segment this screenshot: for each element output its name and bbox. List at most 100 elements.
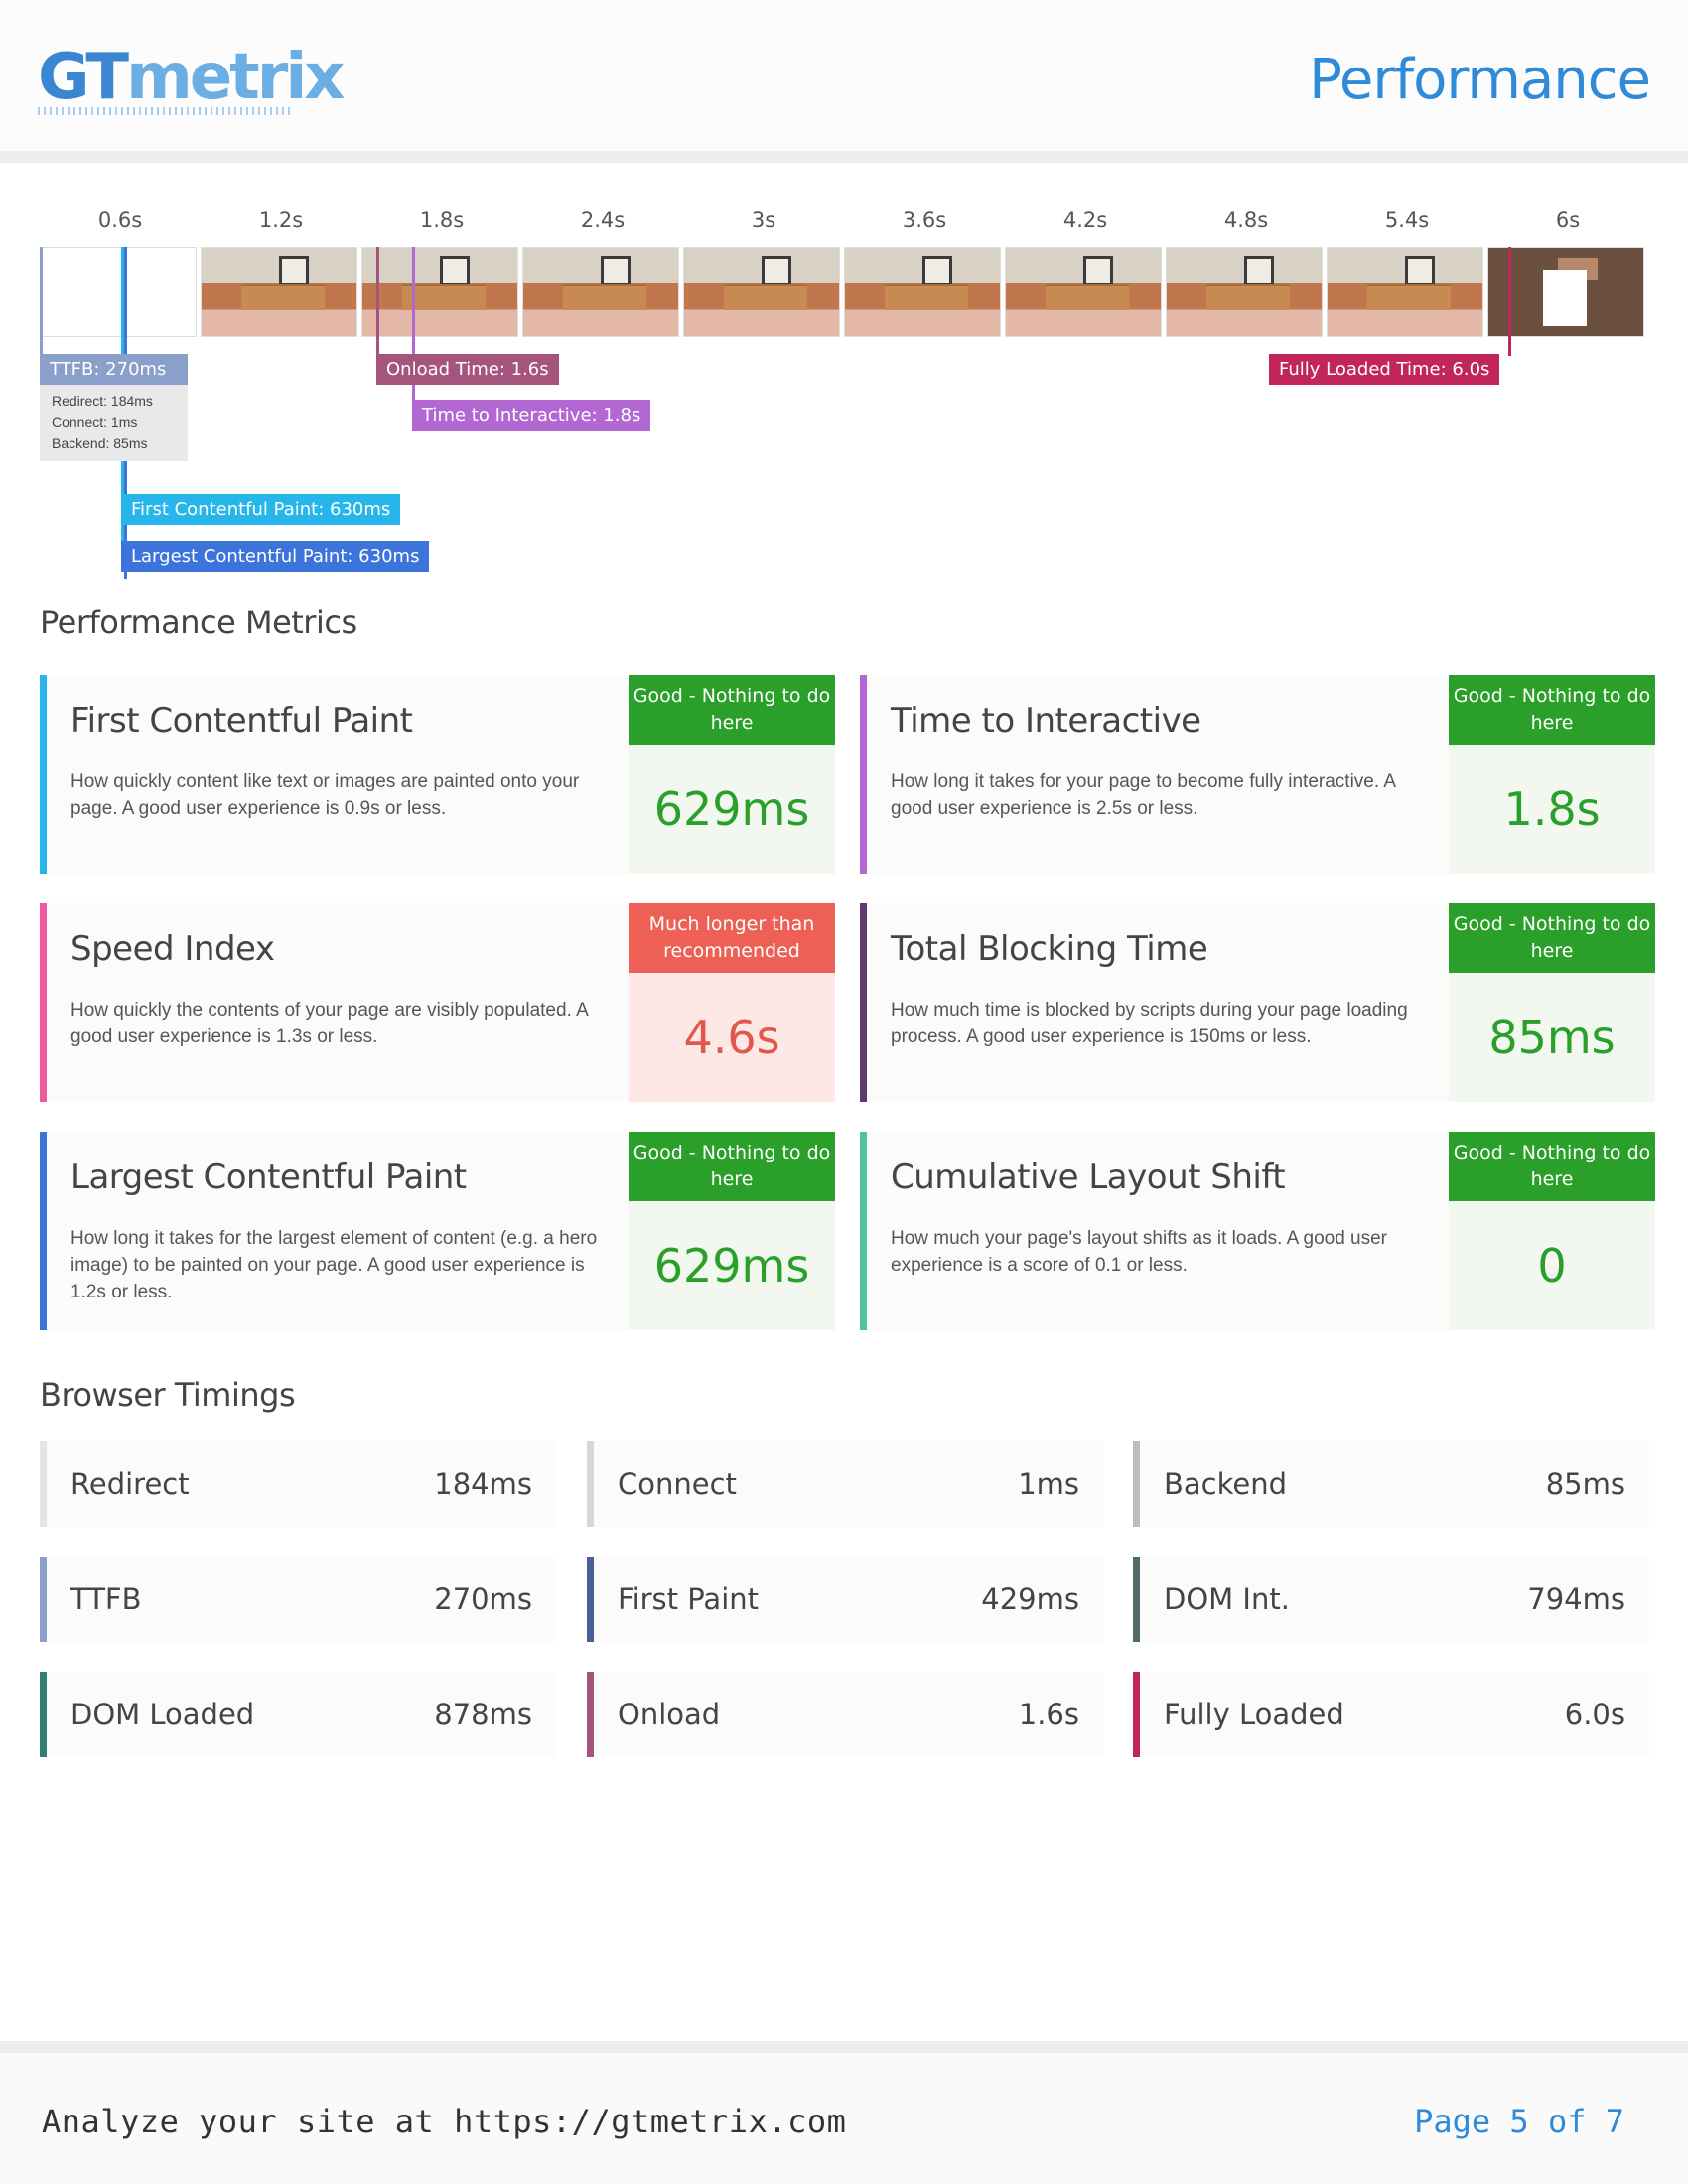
fully-loaded-marker-line <box>1508 247 1511 356</box>
timing-name: Connect <box>618 1467 737 1501</box>
onload-tag: Onload Time: 1.6s <box>376 354 559 385</box>
timing-card: DOM Int. 794ms <box>1133 1557 1649 1642</box>
frame-picture-shape <box>601 256 631 286</box>
metric-status-badge: Good - Nothing to do here <box>629 1132 835 1201</box>
timeline-tick: 1.8s <box>419 208 465 232</box>
timing-card: Backend 85ms <box>1133 1441 1649 1527</box>
analyze-link[interactable]: Analyze your site at https://gtmetrix.co… <box>42 2103 847 2140</box>
ttfb-backend-line: Backend: 85ms <box>52 435 148 451</box>
frame-picture-shape <box>1244 256 1274 286</box>
metric-value: 85ms <box>1449 973 1655 1102</box>
frame-dresser-shape <box>1367 284 1451 310</box>
metric-name: First Contentful Paint <box>70 701 413 741</box>
frame-dresser-shape <box>724 284 807 310</box>
tti-marker-line <box>412 247 415 403</box>
page-title: Performance <box>1309 48 1651 112</box>
timing-card: Fully Loaded 6.0s <box>1133 1672 1649 1757</box>
filmstrip-frame[interactable] <box>844 247 1001 337</box>
timeline-tick: 3s <box>751 208 776 232</box>
timing-name: Fully Loaded <box>1164 1698 1344 1731</box>
timing-name: Backend <box>1164 1467 1288 1501</box>
timing-name: TTFB <box>70 1582 142 1616</box>
metric-value: 629ms <box>629 745 835 874</box>
filmstrip-frame[interactable] <box>1327 247 1483 337</box>
frame-picture-shape <box>1083 256 1113 286</box>
metric-status-badge: Much longer than recommended <box>629 903 835 973</box>
timeline-tick: 4.2s <box>1062 208 1108 232</box>
frame-picture-shape <box>440 256 470 286</box>
timing-value: 794ms <box>1527 1582 1625 1616</box>
browser-timings-heading: Browser Timings <box>40 1376 296 1414</box>
timing-name: First Paint <box>618 1582 760 1616</box>
metric-status-badge: Good - Nothing to do here <box>1449 903 1655 973</box>
ttfb-breakdown: Redirect: 184ms Connect: 1ms Backend: 85… <box>40 385 188 461</box>
timeline-tick: 6s <box>1555 208 1581 232</box>
metric-name: Time to Interactive <box>891 701 1201 741</box>
metric-name: Speed Index <box>70 929 275 969</box>
page-header: GTmetrix Performance <box>0 0 1688 163</box>
frame-dresser-shape <box>1206 284 1290 310</box>
timing-value: 85ms <box>1545 1467 1625 1501</box>
frame-popup-block <box>1543 270 1587 326</box>
metric-value: 1.8s <box>1449 745 1655 874</box>
filmstrip-frame[interactable] <box>40 247 197 337</box>
ttfb-redirect-line: Redirect: 184ms <box>52 393 153 409</box>
metric-description: How quickly content like text or images … <box>70 771 580 819</box>
filmstrip-frame[interactable] <box>1005 247 1162 337</box>
ttfb-marker-line <box>40 247 43 356</box>
timing-value: 270ms <box>434 1582 532 1616</box>
timing-value: 1.6s <box>1018 1698 1079 1731</box>
gtmetrix-logo[interactable]: GTmetrix <box>38 38 346 117</box>
timing-card: Connect 1ms <box>587 1441 1103 1527</box>
timing-name: DOM Int. <box>1164 1582 1290 1616</box>
metric-name: Largest Contentful Paint <box>70 1158 467 1197</box>
ttfb-tag: TTFB: 270ms <box>40 354 188 385</box>
timing-value: 6.0s <box>1564 1698 1625 1731</box>
timeline-tick: 0.6s <box>97 208 143 232</box>
logo-ruler-decoration <box>38 107 294 115</box>
tti-tag: Time to Interactive: 1.8s <box>412 400 651 431</box>
frame-picture-shape <box>762 256 791 286</box>
filmstrip-timeline: 0.6s 1.2s 1.8s 2.4s 3s 3.6s 4.2s 4.8s 5.4s 6s TTF… <box>0 175 1688 592</box>
metric-card: Time to Interactive How long it takes for… <box>860 675 1655 874</box>
filmstrip-frame[interactable] <box>361 247 518 337</box>
frame-dresser-shape <box>241 284 325 310</box>
metric-description: How much time is blocked by scripts duri… <box>891 1000 1408 1047</box>
frame-picture-shape <box>279 256 309 286</box>
timeline-tick: 3.6s <box>902 208 947 232</box>
timing-card: Redirect 184ms <box>40 1441 556 1527</box>
filmstrip-frame[interactable] <box>683 247 840 337</box>
timing-name: Redirect <box>70 1467 190 1501</box>
metric-status-badge: Good - Nothing to do here <box>1449 1132 1655 1201</box>
metric-name: Total Blocking Time <box>891 929 1208 969</box>
metric-description: How much your page's layout shifts as it… <box>891 1228 1388 1276</box>
filmstrip-frame[interactable] <box>1487 247 1644 337</box>
metric-card: Total Blocking Time How much time is bloc… <box>860 903 1655 1102</box>
timing-card: DOM Loaded 878ms <box>40 1672 556 1757</box>
fcp-tag: First Contentful Paint: 630ms <box>121 494 401 525</box>
filmstrip-frame[interactable] <box>522 247 679 337</box>
timing-card: First Paint 429ms <box>587 1557 1103 1642</box>
filmstrip-frame[interactable] <box>201 247 357 337</box>
logo-gt-text: GT <box>38 41 129 114</box>
timing-value: 429ms <box>981 1582 1079 1616</box>
filmstrip-frame[interactable] <box>1166 247 1323 337</box>
frame-picture-shape <box>922 256 952 286</box>
metric-description: How long it takes for your page to becom… <box>891 771 1395 819</box>
timeline-tick: 5.4s <box>1384 208 1430 232</box>
lcp-tag: Largest Contentful Paint: 630ms <box>121 541 430 572</box>
ttfb-connect-line: Connect: 1ms <box>52 414 138 430</box>
metric-status-badge: Good - Nothing to do here <box>1449 675 1655 745</box>
metric-value: 4.6s <box>629 973 835 1102</box>
metric-card: Speed Index How quickly the contents of y… <box>40 903 835 1102</box>
timing-name: DOM Loaded <box>70 1698 255 1731</box>
timing-name: Onload <box>618 1698 721 1731</box>
metric-value: 0 <box>1449 1201 1655 1330</box>
performance-metrics-heading: Performance Metrics <box>40 604 357 641</box>
frame-dresser-shape <box>402 284 486 310</box>
fully-loaded-tag: Fully Loaded Time: 6.0s <box>1269 354 1500 385</box>
timing-value: 1ms <box>1018 1467 1079 1501</box>
metric-card: Largest Contentful Paint How long it take… <box>40 1132 835 1330</box>
timeline-tick: 4.8s <box>1223 208 1269 232</box>
timing-value: 184ms <box>434 1467 532 1501</box>
